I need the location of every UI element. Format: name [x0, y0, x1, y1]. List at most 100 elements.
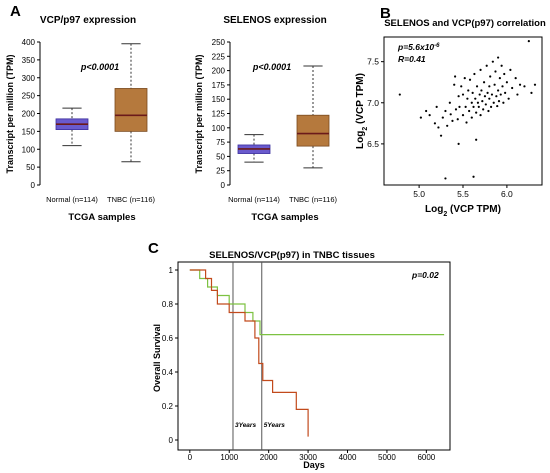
b-point [489, 75, 492, 78]
c-ylabel: Overall Survival [152, 324, 162, 392]
b-point [472, 105, 475, 108]
a1-ytick-label: 400 [22, 38, 36, 47]
b-point [435, 105, 438, 108]
c-ytick-label: 1 [169, 266, 174, 275]
a1-category-normal: Normal (n=114) [46, 195, 98, 204]
c-xtick-label: 1000 [220, 453, 238, 462]
b-point [461, 114, 465, 117]
b-point [493, 83, 496, 86]
b-point [437, 126, 440, 129]
b-point [444, 109, 447, 113]
a1-pvalue: p<0.0001 [80, 62, 119, 72]
b-point [468, 78, 472, 81]
b-point [475, 138, 478, 141]
b-xlabel: Log2 (VCP TPM) [425, 204, 501, 218]
b-point [501, 85, 504, 88]
b-point [470, 101, 473, 104]
b-xtick-label: 5.5 [457, 189, 469, 199]
a2-ytick-label: 250 [212, 38, 226, 47]
c-ticks: 0 1000 2000 3000 4000 5000 6000 0 0.2 0.4 0.6 0.8 1 [162, 266, 436, 462]
b-point [497, 89, 500, 92]
b-point [398, 93, 401, 96]
panel-c: SELENOS/VCP(p97) in TNBC tissues p=0.02 … [152, 250, 451, 470]
b-point [518, 83, 522, 86]
b-point [466, 97, 469, 100]
b-ticks: 5.0 5.5 6.0 6.5 7.0 7.5 [367, 57, 513, 199]
b-point [468, 109, 471, 113]
b-point [456, 118, 459, 121]
b-point [486, 91, 489, 95]
a1-box [114, 88, 148, 132]
b-point [463, 77, 466, 80]
b-title: SELENOS and VCP(p97) correlation [384, 18, 546, 29]
c-title: SELENOS/VCP(p97) in TNBC tissues [209, 250, 375, 261]
panel-label-c: C [148, 240, 159, 257]
b-point [453, 83, 456, 86]
b-point [498, 77, 501, 80]
a1-ytick-label: 0 [31, 181, 36, 190]
a2-ytick-label: 25 [216, 167, 225, 176]
b-point [511, 86, 514, 90]
b-point [487, 109, 490, 113]
b-point [482, 81, 486, 84]
c-ytick-label: 0.8 [162, 300, 174, 309]
a2-category-tnbc: TNBC (n=116) [289, 195, 338, 204]
b-point [441, 116, 444, 119]
b-point [504, 91, 507, 95]
a2-ytick-label: 175 [212, 81, 226, 90]
b-point [475, 85, 479, 88]
b-point [500, 64, 503, 67]
b-point [491, 60, 494, 63]
b-point [494, 70, 497, 73]
b-point [482, 108, 485, 111]
b-point [479, 68, 482, 71]
b-point [449, 113, 452, 116]
b-point [458, 105, 461, 108]
a1-title: VCP/p97 expression [40, 15, 136, 26]
b-point [473, 72, 476, 76]
b-pvalue: p=5.6x10-6 [397, 42, 440, 52]
a2-ytick-label: 0 [221, 181, 226, 190]
b-point [457, 142, 460, 145]
b-xtick-label: 5.0 [413, 189, 425, 199]
c-ytick-label: 0.2 [162, 402, 174, 411]
b-point [477, 105, 480, 108]
b-point [428, 114, 431, 117]
b-point [490, 93, 494, 96]
panel-a1: VCP/p97 expression 0 50 100 150 200 250 300 350… [5, 15, 155, 223]
a2-ytick-label: 75 [216, 138, 225, 147]
b-point [480, 89, 483, 92]
b-point [483, 95, 487, 98]
c-xlabel: Days [303, 460, 325, 470]
c-xtick-label: 4000 [339, 453, 357, 462]
a2-title: SELENOS expression [223, 15, 326, 26]
b-point [507, 97, 510, 100]
b-point [523, 85, 526, 88]
c-vline-label: 3Years [235, 422, 256, 429]
b-point [530, 91, 533, 95]
c-pvalue: p=0.02 [411, 270, 439, 280]
b-point [464, 105, 467, 108]
b-point [451, 119, 454, 122]
b-point [448, 101, 451, 104]
b-point [460, 85, 463, 88]
b-point [461, 93, 465, 96]
b-point [454, 75, 457, 78]
b-point [488, 97, 491, 100]
c-xtick-label: 5000 [378, 453, 396, 462]
a1-y-ticks: 0 50 100 150 200 250 300 350 400 [22, 38, 40, 190]
a1-boxes [55, 43, 148, 163]
a1-ytick-label: 250 [22, 92, 36, 101]
b-point [527, 40, 530, 43]
a2-boxes [237, 65, 330, 169]
a2-xlabel: TCGA samples [251, 212, 318, 223]
b-point [533, 83, 537, 86]
b-point [444, 177, 447, 180]
a2-ytick-label: 200 [212, 67, 226, 76]
a2-ytick-label: 100 [212, 124, 226, 133]
b-point [516, 93, 519, 96]
a2-box [296, 114, 330, 147]
b-point [476, 101, 480, 104]
